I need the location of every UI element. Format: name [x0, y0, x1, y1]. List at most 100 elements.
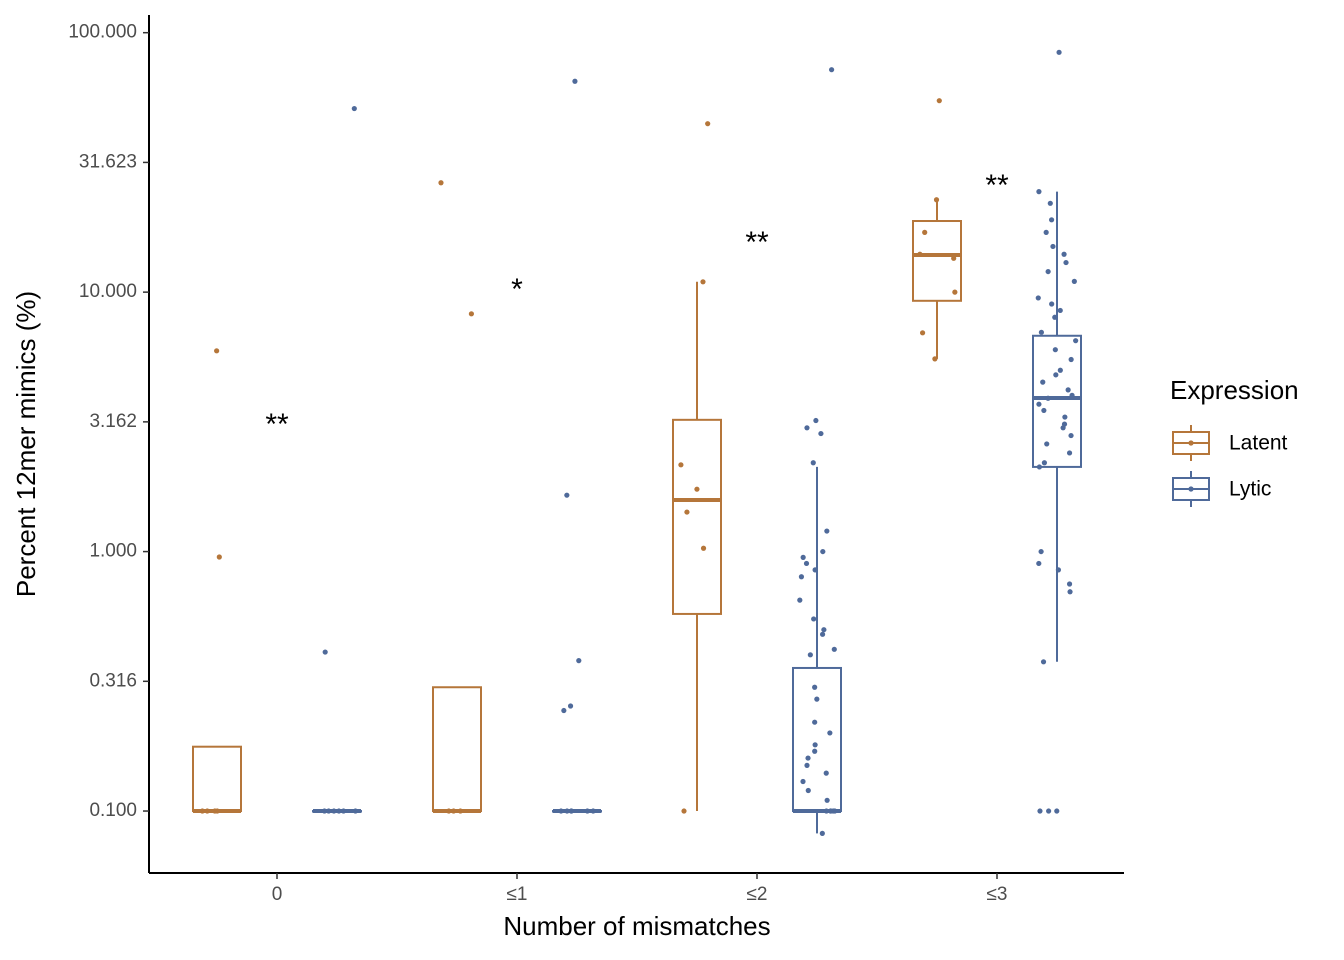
- box: [192, 745, 242, 813]
- data-point: [1036, 189, 1042, 195]
- data-point: [568, 808, 574, 814]
- data-point: [1045, 268, 1051, 275]
- data-point: [584, 808, 590, 814]
- data-point: [1036, 401, 1042, 407]
- data-point: [819, 631, 826, 637]
- data-point: [828, 67, 835, 73]
- data-point: [812, 719, 818, 725]
- data-point: [1061, 251, 1067, 257]
- data-point: [564, 808, 570, 814]
- data-point: [214, 808, 220, 814]
- data-point: [576, 658, 582, 664]
- data-point: [216, 554, 222, 560]
- data-point: [684, 509, 690, 515]
- data-point: [351, 105, 357, 112]
- data-point: [1043, 229, 1049, 235]
- data-point: [1050, 243, 1056, 250]
- data-point: [331, 808, 337, 814]
- data-point: [807, 652, 813, 658]
- data-point: [1060, 425, 1066, 431]
- data-point: [813, 417, 819, 424]
- y-tick-label: 1.000: [89, 541, 137, 562]
- data-point: [1037, 808, 1043, 814]
- box: [672, 418, 722, 615]
- data-point: [1066, 450, 1073, 456]
- data-point: [1057, 307, 1063, 314]
- x-tick-label: ≤1: [507, 884, 528, 905]
- data-point: [457, 808, 463, 814]
- data-point: [821, 627, 827, 633]
- box: [432, 686, 482, 813]
- data-point: [1047, 200, 1053, 206]
- data-point: [805, 787, 811, 794]
- data-point: [824, 528, 830, 534]
- data-point: [681, 808, 687, 814]
- data-point: [932, 356, 938, 362]
- data-point: [922, 229, 928, 235]
- data-point: [336, 808, 342, 814]
- data-point: [1045, 395, 1051, 401]
- data-point: [819, 830, 825, 836]
- data-point: [352, 808, 359, 814]
- data-point: [1041, 407, 1047, 414]
- data-point: [828, 808, 834, 814]
- data-point: [823, 808, 830, 814]
- data-point: [700, 279, 706, 285]
- data-point: [827, 730, 833, 736]
- data-point: [952, 289, 958, 295]
- data-point: [812, 742, 818, 748]
- data-point: [1065, 387, 1071, 393]
- data-point: [797, 597, 803, 603]
- data-point: [1071, 278, 1077, 285]
- significance-label: *: [511, 273, 523, 306]
- data-point: [451, 808, 457, 814]
- data-point: [1044, 441, 1050, 447]
- data-point: [1054, 808, 1060, 814]
- data-point: [800, 554, 806, 560]
- data-point: [1066, 581, 1073, 587]
- y-tick-label: 0.316: [89, 670, 137, 691]
- data-point: [1056, 49, 1062, 55]
- data-point: [933, 197, 940, 203]
- data-point: [1040, 379, 1046, 385]
- data-point: [1073, 338, 1079, 344]
- data-point: [567, 703, 574, 709]
- data-point: [814, 696, 820, 702]
- data-point: [820, 548, 826, 555]
- data-point: [818, 430, 824, 437]
- legend-title: Expression: [1170, 375, 1299, 405]
- legend-label: Latent: [1229, 432, 1288, 455]
- box: [792, 666, 842, 813]
- legend-point: [1188, 440, 1194, 446]
- x-tick-label: ≤3: [987, 884, 1008, 905]
- legend-label: Lytic: [1229, 478, 1271, 501]
- data-point: [951, 255, 957, 261]
- data-point: [917, 251, 923, 257]
- data-point: [1052, 314, 1058, 320]
- data-point: [1063, 259, 1069, 266]
- data-point: [804, 425, 810, 431]
- data-point: [1036, 464, 1043, 470]
- data-point: [468, 311, 474, 317]
- data-point: [831, 646, 837, 652]
- data-point: [321, 808, 328, 814]
- data-point: [1068, 356, 1074, 363]
- data-point: [1048, 217, 1055, 223]
- data-point: [919, 330, 926, 336]
- data-point: [1053, 372, 1059, 378]
- data-point: [340, 808, 347, 814]
- data-point: [564, 492, 570, 498]
- data-point: [1035, 295, 1041, 301]
- data-point: [800, 778, 806, 785]
- data-point: [446, 808, 452, 814]
- data-point: [590, 808, 596, 814]
- significance-label: **: [265, 408, 289, 441]
- data-point: [572, 78, 578, 84]
- y-tick-label: 0.100: [89, 800, 137, 821]
- data-point: [1038, 548, 1044, 555]
- data-point: [199, 808, 205, 814]
- x-tick-label: 0: [272, 884, 283, 905]
- data-point: [1052, 347, 1058, 353]
- y-tick-label: 10.000: [79, 281, 137, 302]
- data-point: [812, 684, 818, 690]
